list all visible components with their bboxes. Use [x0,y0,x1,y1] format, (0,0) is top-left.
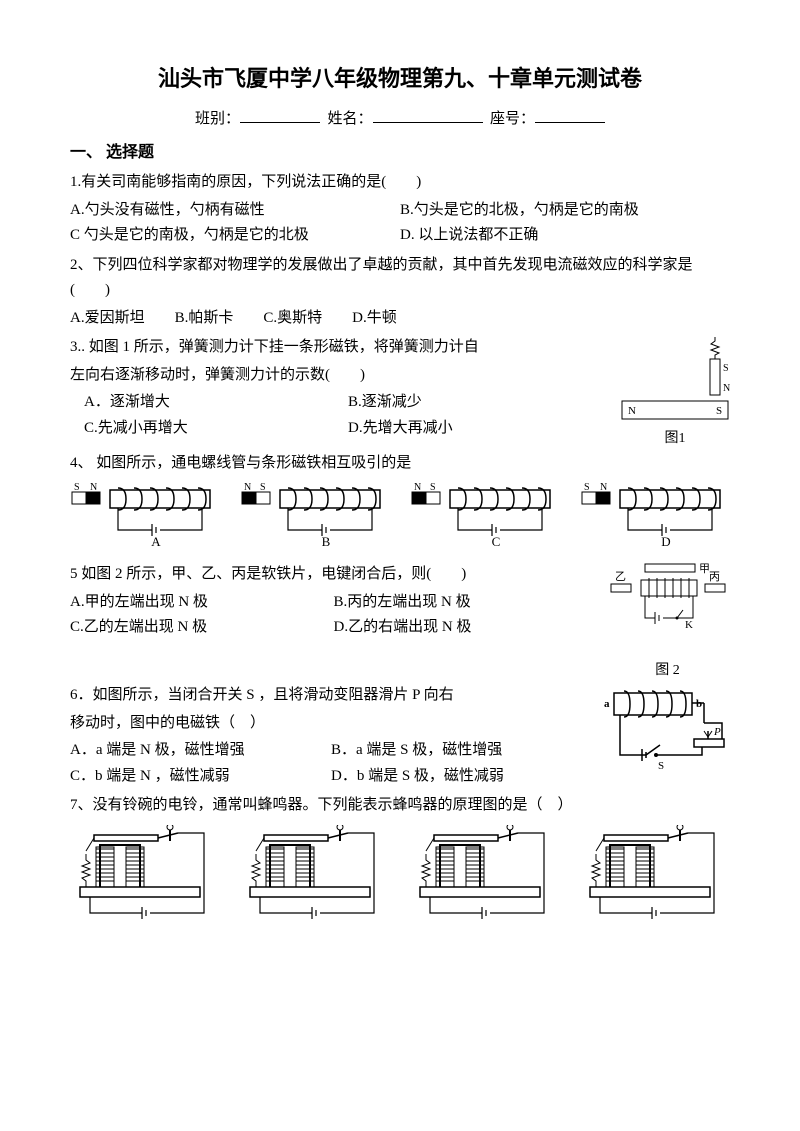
name-label: 姓名： [327,111,372,127]
question-4: 4、 如图所示，通电螺线管与条形磁铁相互吸引的是 SNA NSB NSC SND [70,451,730,553]
q4-stem: 4、 如图所示，通电螺线管与条形磁铁相互吸引的是 [70,451,730,477]
seat-label: 座号： [490,111,535,127]
q6-opt-d: D．b 端是 S 极，磁性减弱 [331,764,592,790]
svg-text:N: N [90,482,97,493]
svg-text:乙: 乙 [615,570,626,583]
class-blank[interactable] [240,107,320,123]
q5-opt-a: A.甲的左端出现 N 极 [70,590,334,616]
q1-opt-d: D. 以上说法都不正确 [400,223,730,249]
svg-text:N: N [244,482,251,493]
q1-opt-a: A.勺头没有磁性，勺柄有磁性 [70,198,400,224]
q4-fig-d: SN D [580,482,730,552]
q7-figures [70,825,730,925]
class-label: 班别： [195,111,240,127]
svg-text:a: a [604,698,610,710]
svg-text:S: S [658,760,664,772]
q2-stem: 2、下列四位科学家都对物理学的发展做出了卓越的贡献，其中首先发现电流磁效应的科学… [70,253,730,304]
q5-opt-c: C.乙的左端出现 N 极 [70,615,334,641]
svg-text:S: S [74,482,80,493]
q1-stem: 1.有关司南能够指南的原因，下列说法正确的是( ) [70,170,730,196]
question-3: S N N S 图1 3.. 如图 1 所示，弹簧测力计下挂一条形磁铁，将弹簧测… [70,335,730,441]
fig1-n-label: N [723,383,730,394]
q4-fig-b: NS B [240,482,390,552]
fig1-bar-s: S [716,405,722,417]
q3-opt-a: A．逐渐增大 [84,390,348,416]
figure-2: 甲 乙 丙 K 图 2 [605,562,730,683]
svg-text:N: N [414,482,421,493]
q2-opt-d: D.牛顿 [352,306,397,332]
q3-opt-c: C.先减小再增大 [84,416,348,442]
svg-text:S: S [584,482,590,493]
svg-text:D: D [661,534,670,549]
q1-opt-b: B.勺头是它的北极，勺柄是它的南极 [400,198,730,224]
svg-text:S: S [430,482,436,493]
svg-text:C: C [492,534,501,549]
svg-text:b: b [696,698,702,710]
question-5: 甲 乙 丙 K 图 2 5 如图 2 所示，甲、乙、丙是软铁片，电键闭合后，则(… [70,562,730,641]
section-1-heading: 一、 选择题 [70,139,730,166]
q3-opt-b: B.逐渐减少 [348,390,612,416]
figure-1: S N N S 图1 [620,335,730,451]
svg-text:P: P [713,726,721,738]
question-2: 2、下列四位科学家都对物理学的发展做出了卓越的贡献，其中首先发现电流磁效应的科学… [70,253,730,332]
q5-opt-d: D.乙的右端出现 N 极 [334,615,598,641]
svg-text:N: N [600,482,607,493]
fig1-bar-n: N [628,405,636,417]
svg-text:S: S [260,482,266,493]
q6-opt-c: C．b 端是 N ，磁性减弱 [70,764,331,790]
question-1: 1.有关司南能够指南的原因，下列说法正确的是( ) A.勺头没有磁性，勺柄有磁性… [70,170,730,249]
q1-opt-c: C 勺头是它的南极，勺柄是它的北极 [70,223,400,249]
q4-figures: SNA NSB NSC SND [70,482,730,552]
name-blank[interactable] [373,107,483,123]
svg-text:A: A [151,534,161,549]
svg-text:丙: 丙 [709,571,720,583]
question-6: a b S P 6．如图所示，当闭合开关 S ，且将滑动变阻器滑片 P 向右 移… [70,683,730,789]
q6-opt-b: B．a 端是 S 极，磁性增强 [331,738,592,764]
q7-fig-d [580,825,730,925]
q5-opt-b: B.丙的左端出现 N 极 [334,590,598,616]
q2-opt-c: C.奥斯特 [263,306,322,332]
figure-1-caption: 图1 [620,427,730,451]
q4-fig-c: NS C [410,482,560,552]
seat-blank[interactable] [535,107,605,123]
page-title: 汕头市飞厦中学八年级物理第九、十章单元测试卷 [70,60,730,97]
q6-opt-a: A．a 端是 N 极，磁性增强 [70,738,331,764]
q2-opt-b: B.帕斯卡 [175,306,234,332]
fig1-s-label: S [723,363,729,374]
q4-fig-a: SN A [70,482,220,552]
q2-opt-a: A.爱因斯坦 [70,306,145,332]
svg-text:K: K [685,619,693,631]
q7-fig-b [240,825,390,925]
q7-stem: 7、没有铃碗的电铃，通常叫蜂鸣器。下列能表示蜂鸣器的原理图的是（ ） [70,793,730,819]
figure-2-caption: 图 2 [605,659,730,683]
question-7: 7、没有铃碗的电铃，通常叫蜂鸣器。下列能表示蜂鸣器的原理图的是（ ） [70,793,730,925]
figure-q6: a b S P [600,683,730,778]
q7-fig-a [70,825,220,925]
svg-text:B: B [322,534,331,549]
student-info: 班别： 姓名： 座号： [70,107,730,133]
q7-fig-c [410,825,560,925]
q3-opt-d: D.先增大再减小 [348,416,612,442]
